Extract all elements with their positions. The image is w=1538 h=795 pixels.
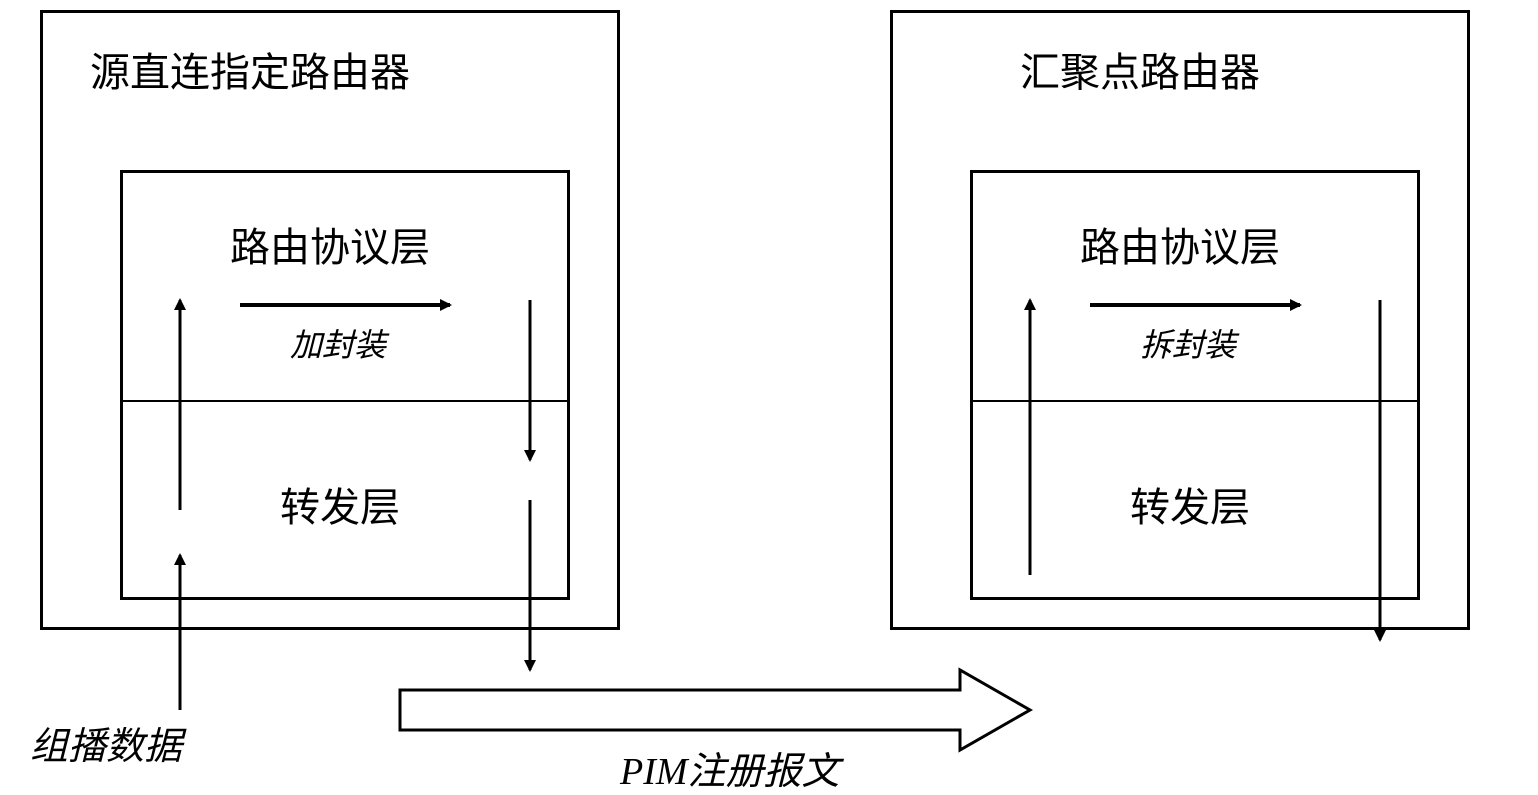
arrows-layer bbox=[0, 0, 1538, 786]
pim-block-arrow bbox=[400, 670, 1030, 750]
